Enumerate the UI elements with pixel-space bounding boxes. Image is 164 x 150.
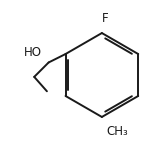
Text: HO: HO — [24, 46, 42, 59]
Text: CH₃: CH₃ — [106, 125, 128, 138]
Text: F: F — [102, 12, 109, 25]
